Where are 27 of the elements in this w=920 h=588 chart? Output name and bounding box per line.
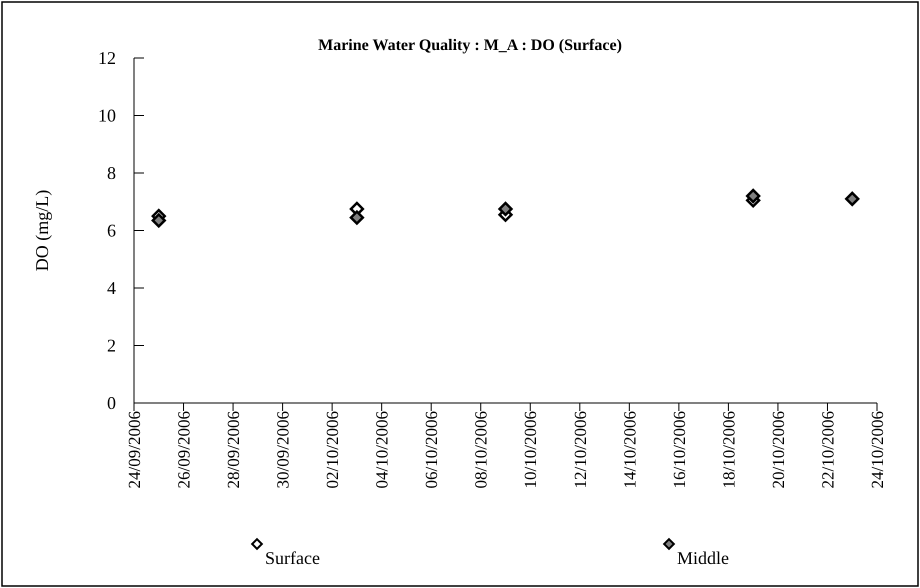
legend-label: Middle xyxy=(677,548,730,568)
y-tick-label: 8 xyxy=(107,162,116,183)
y-axis-title: DO (mg/L) xyxy=(32,190,52,272)
x-tick-label: 20/10/2006 xyxy=(768,411,788,488)
y-tick-label: 10 xyxy=(98,105,116,126)
x-tick-label: 08/10/2006 xyxy=(472,411,491,488)
y-tick-label: 6 xyxy=(107,220,116,240)
x-tick-label: 12/10/2006 xyxy=(570,411,590,488)
x-tick-label: 26/09/2006 xyxy=(174,411,194,488)
y-tick-label: 0 xyxy=(107,392,116,413)
x-tick-label: 04/10/2006 xyxy=(372,411,392,488)
x-tick-label: 24/10/2006 xyxy=(868,411,887,488)
x-tick-label: 28/09/2006 xyxy=(224,411,244,488)
x-tick-label: 14/10/2006 xyxy=(620,411,640,488)
y-tick-label: 4 xyxy=(107,278,116,298)
x-tick-label: 16/10/2006 xyxy=(670,411,689,488)
x-tick-label: 22/10/2006 xyxy=(818,411,838,488)
y-tick-label: 12 xyxy=(98,48,116,68)
x-tick-label: 30/09/2006 xyxy=(274,411,293,488)
y-tick-label: 2 xyxy=(107,335,116,356)
chart-title: Marine Water Quality : M_A : DO (Surface) xyxy=(318,37,622,54)
x-tick-label: 18/10/2006 xyxy=(719,411,738,488)
x-tick-label: 06/10/2006 xyxy=(422,411,442,488)
x-tick-label: 10/10/2006 xyxy=(521,411,540,488)
x-tick-label: 24/09/2006 xyxy=(124,411,144,488)
legend-label: Surface xyxy=(265,548,320,568)
x-tick-label: 02/10/2006 xyxy=(323,411,342,488)
